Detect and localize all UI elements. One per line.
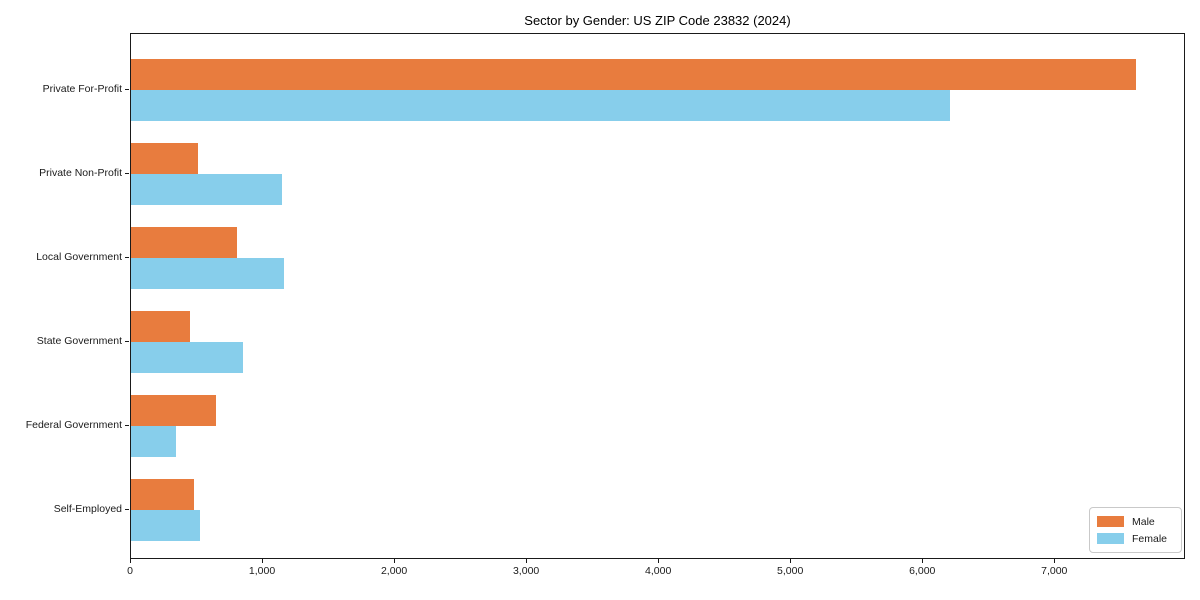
x-axis-tick-label: 6,000	[909, 565, 936, 577]
legend-swatch-female	[1097, 533, 1124, 544]
x-axis-tick-label: 5,000	[777, 565, 804, 577]
x-axis-tick-label: 3,000	[512, 565, 540, 577]
plot-area	[130, 33, 1185, 559]
x-axis-tick-label: 2,000	[380, 565, 408, 577]
y-axis-tick	[125, 341, 129, 342]
x-axis-tick	[262, 559, 264, 563]
bar-male-5	[131, 395, 216, 426]
bar-male-4	[131, 311, 190, 342]
y-axis-label: State Government	[36, 335, 122, 347]
x-axis-tick	[394, 559, 396, 563]
legend-label-female: Female	[1132, 532, 1168, 545]
legend-label-male: Male	[1132, 515, 1155, 528]
y-axis-tick	[125, 257, 129, 258]
legend-swatch-male	[1097, 516, 1124, 527]
bar-female-2	[131, 174, 282, 205]
x-axis-tick	[130, 559, 131, 563]
y-axis-label: Private For-Profit	[42, 83, 122, 95]
y-axis-tick	[125, 509, 129, 510]
legend: Male Female	[1089, 507, 1182, 553]
bar-female-3	[131, 258, 284, 289]
legend-entry-male: Male	[1097, 513, 1174, 530]
y-axis-label: Private Non-Profit	[39, 167, 122, 179]
bar-male-6	[131, 479, 194, 510]
chart-title: Sector by Gender: US ZIP Code 23832 (202…	[524, 13, 791, 28]
bar-male-3	[131, 227, 237, 258]
bar-female-4	[131, 342, 243, 373]
x-axis-tick	[1054, 559, 1056, 563]
bar-female-1	[131, 90, 950, 121]
y-axis-tick	[125, 425, 129, 426]
x-axis-tick-label: 1,000	[248, 565, 276, 577]
y-axis-tick	[125, 89, 129, 90]
y-axis-tick	[125, 173, 129, 174]
bar-male-2	[131, 143, 198, 174]
x-axis-tick-label: 7,000	[1041, 565, 1068, 577]
y-axis-label: Federal Government	[25, 419, 122, 431]
x-axis-tick-label: 0	[127, 565, 133, 577]
bar-female-5	[131, 426, 176, 457]
bar-male-1	[131, 59, 1136, 90]
y-axis-label: Local Government	[36, 251, 122, 263]
y-axis-label: Self-Employed	[53, 503, 122, 515]
x-axis-tick	[922, 559, 924, 563]
x-axis-tick	[790, 559, 792, 563]
x-axis-tick	[526, 559, 528, 563]
bar-female-6	[131, 510, 200, 541]
x-axis-tick	[658, 559, 660, 563]
x-axis-tick-label: 4,000	[645, 565, 672, 577]
legend-entry-female: Female	[1097, 530, 1174, 547]
